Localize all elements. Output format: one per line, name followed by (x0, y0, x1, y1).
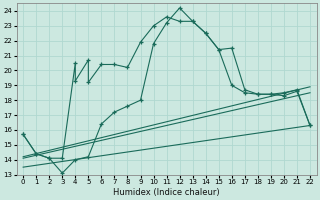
X-axis label: Humidex (Indice chaleur): Humidex (Indice chaleur) (113, 188, 220, 197)
